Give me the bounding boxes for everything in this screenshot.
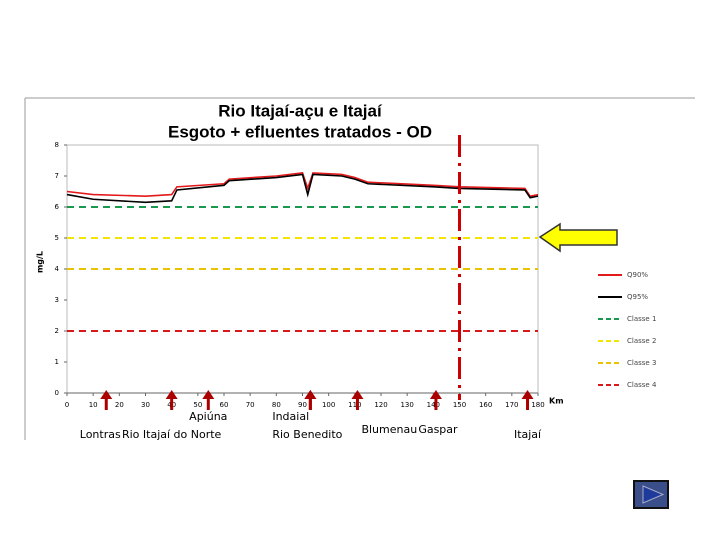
legend-label: Q95% [627, 293, 648, 301]
chart-subtitle: Esgoto + efluentes tratados - OD [168, 122, 432, 141]
x-tick-label: 120 [374, 401, 387, 409]
series-line [66, 173, 539, 204]
x-tick-label: 130 [400, 401, 413, 409]
legend-label: Classe 2 [627, 337, 656, 345]
x-tick-label: 60 [220, 401, 229, 409]
y-tick-label: 2 [55, 327, 59, 335]
highlight-arrow [538, 222, 618, 253]
x-tick-label: 140 [427, 401, 440, 409]
x-tick-label: 150 [453, 401, 466, 409]
annotation-arrow-head [521, 390, 534, 399]
y-tick-label: 5 [55, 234, 59, 242]
y-tick-label: 3 [55, 296, 59, 304]
x-tick-label: 160 [479, 401, 492, 409]
y-tick-label: 1 [55, 358, 59, 366]
x-tick-label: 100 [322, 401, 335, 409]
y-tick-label: 7 [55, 172, 59, 180]
x-tick-label: 50 [193, 401, 202, 409]
annotation-label: Rio Benedito [272, 428, 342, 441]
legend-label: Q90% [627, 271, 648, 279]
x-tick-label: 170 [505, 401, 518, 409]
annotation-arrow-head [100, 390, 113, 399]
x-tick-label: 30 [141, 401, 150, 409]
legend-label: Classe 3 [627, 359, 656, 367]
y-tick-label: 4 [55, 265, 60, 273]
x-tick-label: 180 [531, 401, 544, 409]
y-tick-label: 6 [55, 203, 60, 211]
x-axis-label: Km [549, 397, 564, 406]
x-tick-label: 10 [89, 401, 98, 409]
x-tick-label: 0 [65, 401, 69, 409]
y-tick-label: 0 [55, 389, 59, 397]
nav-button-icon[interactable] [642, 485, 665, 504]
x-tick-label: 80 [272, 401, 281, 409]
annotation-label: Blumenau [361, 423, 417, 436]
annotation-arrow-head [351, 390, 364, 399]
x-tick-label: 110 [348, 401, 361, 409]
legend-label: Classe 1 [627, 315, 656, 323]
annotation-label: Indaial [272, 410, 309, 423]
annotation-label: Rio Itajaí do Norte [122, 428, 222, 441]
annotation-label: Apiúna [189, 410, 227, 423]
y-axis-label: mg/L [36, 251, 45, 273]
chart-title: Rio Itajaí-açu e Itajaí [218, 101, 383, 120]
annotation-label: Itajaí [514, 428, 542, 441]
legend-label: Classe 4 [627, 381, 657, 389]
annotation-arrow-head [165, 390, 178, 399]
y-tick-label: 8 [55, 141, 59, 149]
x-tick-label: 70 [246, 401, 255, 409]
annotation-arrow-head [202, 390, 215, 399]
annotation-label: Lontras [80, 428, 121, 441]
annotation-arrow-head [429, 390, 442, 399]
nav-button[interactable] [633, 480, 669, 509]
x-tick-label: 90 [298, 401, 307, 409]
annotation-label: Gaspar [418, 423, 458, 436]
annotation-arrow-head [304, 390, 317, 399]
x-tick-label: 20 [115, 401, 124, 409]
